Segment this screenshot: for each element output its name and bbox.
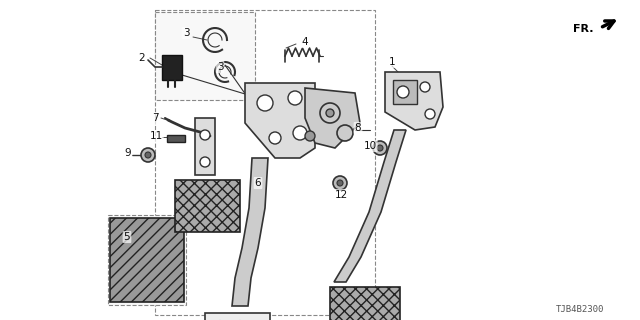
Circle shape [373, 141, 387, 155]
Circle shape [333, 176, 347, 190]
Circle shape [397, 86, 409, 98]
Bar [110, 218, 184, 302]
Polygon shape [245, 83, 315, 158]
Polygon shape [334, 130, 406, 282]
Text: 3: 3 [182, 28, 189, 38]
Text: 7: 7 [152, 113, 158, 123]
Bar [155, 10, 375, 315]
Circle shape [337, 125, 353, 141]
Circle shape [288, 91, 302, 105]
Bar [175, 180, 240, 232]
Bar [108, 215, 186, 305]
Circle shape [420, 82, 430, 92]
Text: 5: 5 [124, 232, 131, 242]
Bar [155, 12, 255, 100]
Bar [330, 287, 400, 320]
Circle shape [200, 157, 210, 167]
Text: 3: 3 [217, 62, 223, 72]
Polygon shape [195, 118, 215, 175]
Circle shape [269, 132, 281, 144]
Circle shape [257, 95, 273, 111]
Text: 1: 1 [388, 57, 396, 67]
Polygon shape [167, 135, 185, 142]
Circle shape [377, 145, 383, 151]
Text: 10: 10 [364, 141, 376, 151]
Polygon shape [393, 80, 417, 104]
Polygon shape [205, 313, 270, 320]
Circle shape [326, 109, 334, 117]
Text: 9: 9 [125, 148, 131, 158]
Circle shape [200, 130, 210, 140]
Circle shape [141, 148, 155, 162]
Text: 6: 6 [255, 178, 261, 188]
Polygon shape [232, 158, 268, 306]
Polygon shape [162, 55, 182, 80]
Text: 11: 11 [149, 131, 163, 141]
Circle shape [320, 103, 340, 123]
Text: 12: 12 [334, 190, 348, 200]
Text: 2: 2 [139, 53, 145, 63]
Polygon shape [305, 88, 360, 148]
Circle shape [425, 109, 435, 119]
Circle shape [145, 152, 151, 158]
Text: 4: 4 [301, 37, 308, 47]
Text: TJB4B2300: TJB4B2300 [556, 306, 604, 315]
Polygon shape [385, 72, 443, 130]
Circle shape [305, 131, 315, 141]
Circle shape [293, 126, 307, 140]
Text: 8: 8 [355, 123, 362, 133]
Text: FR.: FR. [573, 24, 593, 34]
Circle shape [337, 180, 343, 186]
